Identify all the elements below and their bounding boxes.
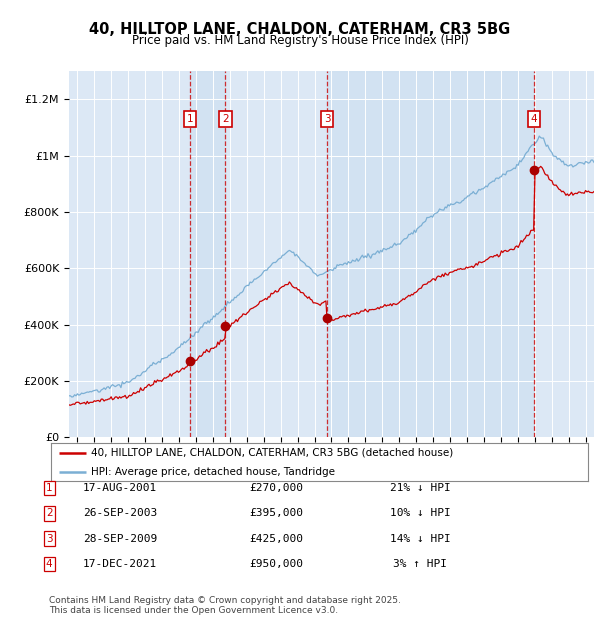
- Text: £395,000: £395,000: [249, 508, 303, 518]
- Text: 40, HILLTOP LANE, CHALDON, CATERHAM, CR3 5BG: 40, HILLTOP LANE, CHALDON, CATERHAM, CR3…: [89, 22, 511, 37]
- Text: 3% ↑ HPI: 3% ↑ HPI: [393, 559, 447, 569]
- Bar: [190, 71, 226, 437]
- Text: 2: 2: [222, 114, 229, 124]
- Text: 1: 1: [187, 114, 193, 124]
- Text: 40, HILLTOP LANE, CHALDON, CATERHAM, CR3 5BG (detached house): 40, HILLTOP LANE, CHALDON, CATERHAM, CR3…: [91, 448, 454, 458]
- Text: 4: 4: [531, 114, 538, 124]
- Text: 17-AUG-2001: 17-AUG-2001: [83, 483, 157, 493]
- Text: 3: 3: [46, 534, 53, 544]
- Text: 26-SEP-2003: 26-SEP-2003: [83, 508, 157, 518]
- Bar: [327, 71, 534, 437]
- Text: 4: 4: [46, 559, 53, 569]
- Text: 17-DEC-2021: 17-DEC-2021: [83, 559, 157, 569]
- Text: 21% ↓ HPI: 21% ↓ HPI: [389, 483, 451, 493]
- Text: 10% ↓ HPI: 10% ↓ HPI: [389, 508, 451, 518]
- Text: £950,000: £950,000: [249, 559, 303, 569]
- Text: 14% ↓ HPI: 14% ↓ HPI: [389, 534, 451, 544]
- Text: Price paid vs. HM Land Registry's House Price Index (HPI): Price paid vs. HM Land Registry's House …: [131, 34, 469, 47]
- Text: £425,000: £425,000: [249, 534, 303, 544]
- Text: 1: 1: [46, 483, 53, 493]
- Text: 2: 2: [46, 508, 53, 518]
- Text: Contains HM Land Registry data © Crown copyright and database right 2025.
This d: Contains HM Land Registry data © Crown c…: [49, 596, 401, 615]
- Text: 3: 3: [324, 114, 331, 124]
- Text: £270,000: £270,000: [249, 483, 303, 493]
- Text: 28-SEP-2009: 28-SEP-2009: [83, 534, 157, 544]
- Text: HPI: Average price, detached house, Tandridge: HPI: Average price, detached house, Tand…: [91, 467, 335, 477]
